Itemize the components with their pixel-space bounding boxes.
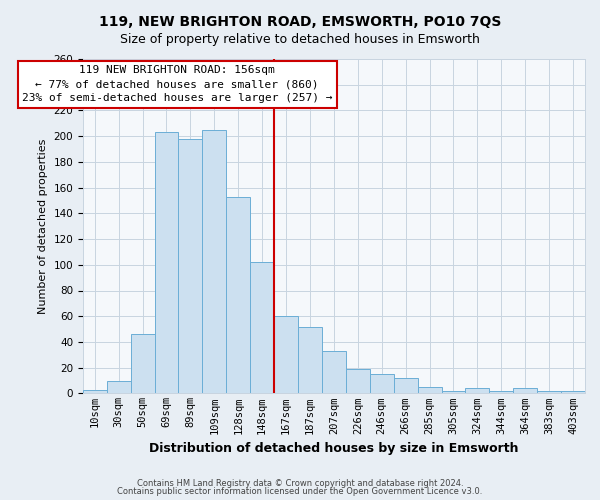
Bar	[131, 334, 155, 394]
Bar	[394, 378, 418, 394]
Bar	[490, 391, 513, 394]
Text: Contains public sector information licensed under the Open Government Licence v3: Contains public sector information licen…	[118, 487, 482, 496]
Bar	[466, 388, 490, 394]
Bar	[418, 387, 442, 394]
Bar	[83, 390, 107, 394]
Text: Size of property relative to detached houses in Emsworth: Size of property relative to detached ho…	[120, 32, 480, 46]
Text: 119 NEW BRIGHTON ROAD: 156sqm
← 77% of detached houses are smaller (860)
23% of : 119 NEW BRIGHTON ROAD: 156sqm ← 77% of d…	[22, 65, 332, 103]
Bar	[226, 196, 250, 394]
Y-axis label: Number of detached properties: Number of detached properties	[38, 138, 48, 314]
Bar	[442, 391, 466, 394]
Bar	[155, 132, 178, 394]
Bar	[107, 380, 131, 394]
Bar	[370, 374, 394, 394]
Bar	[513, 388, 537, 394]
Bar	[178, 138, 202, 394]
Bar	[202, 130, 226, 394]
Bar	[322, 351, 346, 394]
Bar	[346, 369, 370, 394]
Bar	[561, 391, 585, 394]
Bar	[250, 262, 274, 394]
Bar	[298, 326, 322, 394]
Bar	[537, 391, 561, 394]
Text: Contains HM Land Registry data © Crown copyright and database right 2024.: Contains HM Land Registry data © Crown c…	[137, 478, 463, 488]
Bar	[274, 316, 298, 394]
X-axis label: Distribution of detached houses by size in Emsworth: Distribution of detached houses by size …	[149, 442, 518, 455]
Text: 119, NEW BRIGHTON ROAD, EMSWORTH, PO10 7QS: 119, NEW BRIGHTON ROAD, EMSWORTH, PO10 7…	[99, 15, 501, 29]
